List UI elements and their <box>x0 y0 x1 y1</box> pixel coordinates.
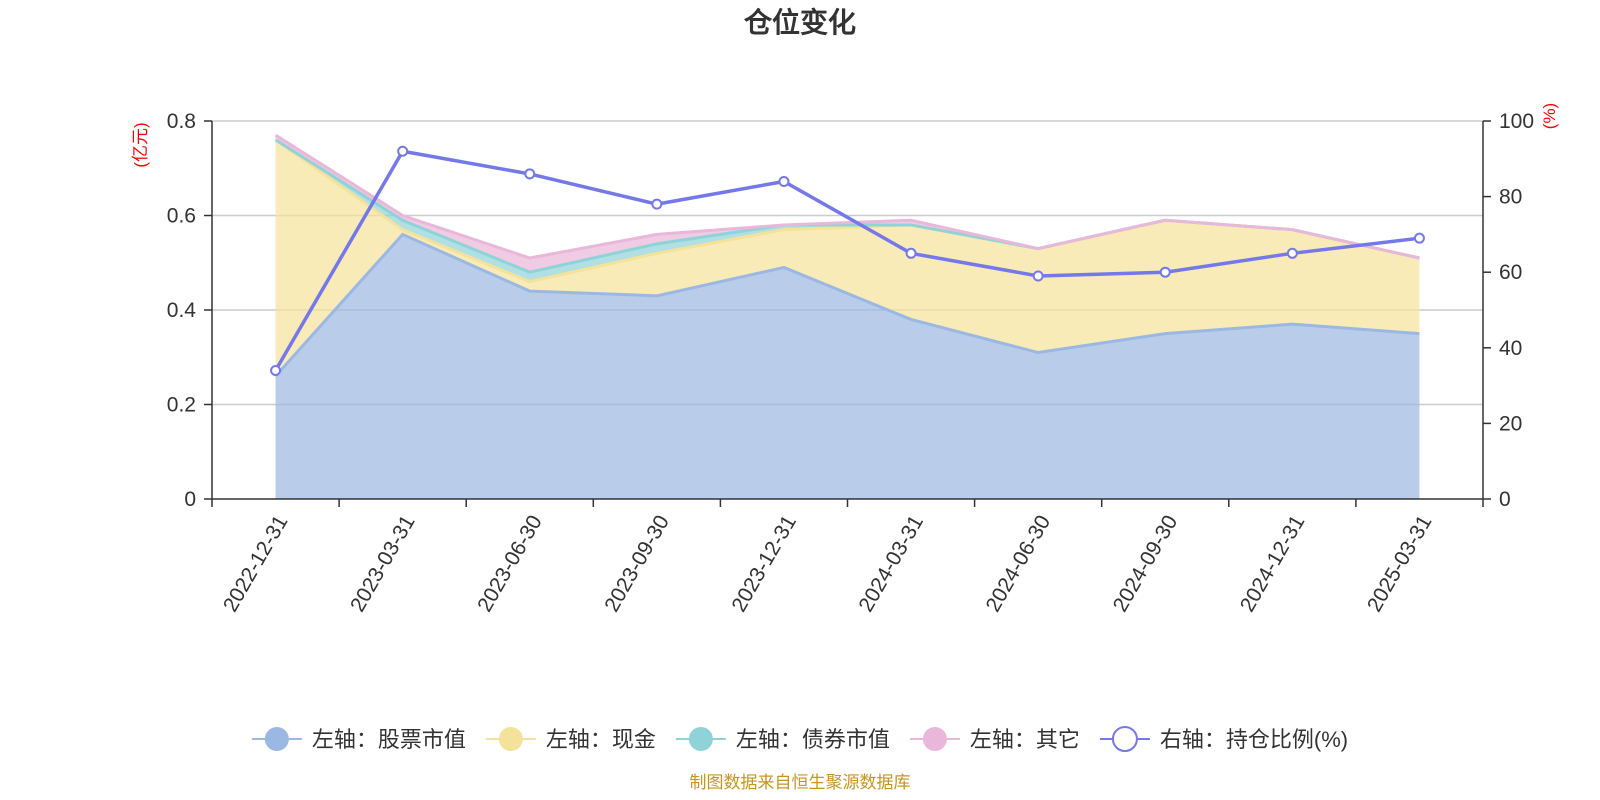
x-axis-tick-label: 2024-12-31 <box>1236 511 1310 616</box>
chart-title: 仓位变化 <box>744 6 856 38</box>
legend-label: 左轴：债券市值 <box>736 727 890 752</box>
legend-label: 左轴：其它 <box>970 727 1080 752</box>
x-axis-tick-label: 2024-06-30 <box>982 511 1056 616</box>
line-point <box>1159 266 1171 278</box>
line-point <box>270 364 282 376</box>
area-0 <box>275 234 1420 499</box>
legend-marker <box>264 727 289 751</box>
legend-marker <box>688 727 713 751</box>
series-line <box>274 149 1420 372</box>
source-note: 制图数据来自恒生聚源数据库 <box>690 773 911 792</box>
x-axis-tick-label: 2023-03-31 <box>346 511 420 616</box>
left-axis-unit: (亿元) <box>131 122 150 167</box>
legend-marker <box>498 727 523 751</box>
legend-item: 左轴：股票市值 <box>251 727 466 752</box>
area-1 <box>275 139 1420 377</box>
left-axis-tick-label: 0.8 <box>167 110 196 133</box>
area-edge-0 <box>274 232 1420 378</box>
legend-item: 右轴：持仓比例(%) <box>1099 726 1348 752</box>
left-axis-tick-label: 0 <box>184 488 196 511</box>
x-axis-tick-label: 2024-09-30 <box>1109 511 1183 616</box>
right-axis-tick-label: 100 <box>1499 110 1534 133</box>
line-point <box>1413 232 1425 244</box>
right-axis-tick-label: 80 <box>1499 186 1522 209</box>
area-edge-3 <box>274 133 1420 260</box>
legend-item: 左轴：债券市值 <box>675 727 890 752</box>
line-point <box>651 198 663 210</box>
x-axis-tick-label: 2025-03-31 <box>1363 511 1437 616</box>
left-axis-tick-label: 0.6 <box>167 205 196 228</box>
x-axis-tick-label: 2024-03-31 <box>854 511 928 616</box>
legend-item: 左轴：现金 <box>485 727 656 752</box>
right-axis-unit: (%) <box>1540 103 1559 129</box>
x-axis-tick-label: 2023-12-31 <box>727 511 801 616</box>
line-point <box>905 247 917 259</box>
line-point <box>1286 247 1298 259</box>
area-series <box>274 133 1420 499</box>
line-series <box>270 145 1425 376</box>
line-point <box>524 168 536 180</box>
legend: 左轴：股票市值 左轴：现金 左轴：债券市值 左轴：其它 右轴：持仓比例(%) <box>251 726 1348 752</box>
line-point <box>1032 270 1044 282</box>
right-axis-tick-label: 0 <box>1499 488 1511 511</box>
right-axis-tick-label: 20 <box>1499 412 1522 435</box>
legend-item: 左轴：其它 <box>909 727 1080 752</box>
legend-label: 左轴：股票市值 <box>312 727 466 752</box>
x-axis-tick-label: 2022-12-31 <box>219 511 293 616</box>
x-axis-tick-label: 2023-06-30 <box>473 511 547 616</box>
legend-marker <box>1111 726 1138 752</box>
legend-label: 左轴：现金 <box>546 727 656 752</box>
left-axis-tick-label: 0.4 <box>167 299 197 322</box>
right-axis-tick-label: 40 <box>1499 337 1522 360</box>
legend-label: 右轴：持仓比例(%) <box>1160 727 1348 752</box>
line-point <box>778 175 790 187</box>
line-point <box>397 145 409 157</box>
left-axis-tick-label: 0.2 <box>167 394 196 417</box>
legend-marker <box>922 727 947 751</box>
x-axis-tick-label: 2023-09-30 <box>600 511 674 616</box>
right-axis-tick-label: 60 <box>1499 261 1522 284</box>
